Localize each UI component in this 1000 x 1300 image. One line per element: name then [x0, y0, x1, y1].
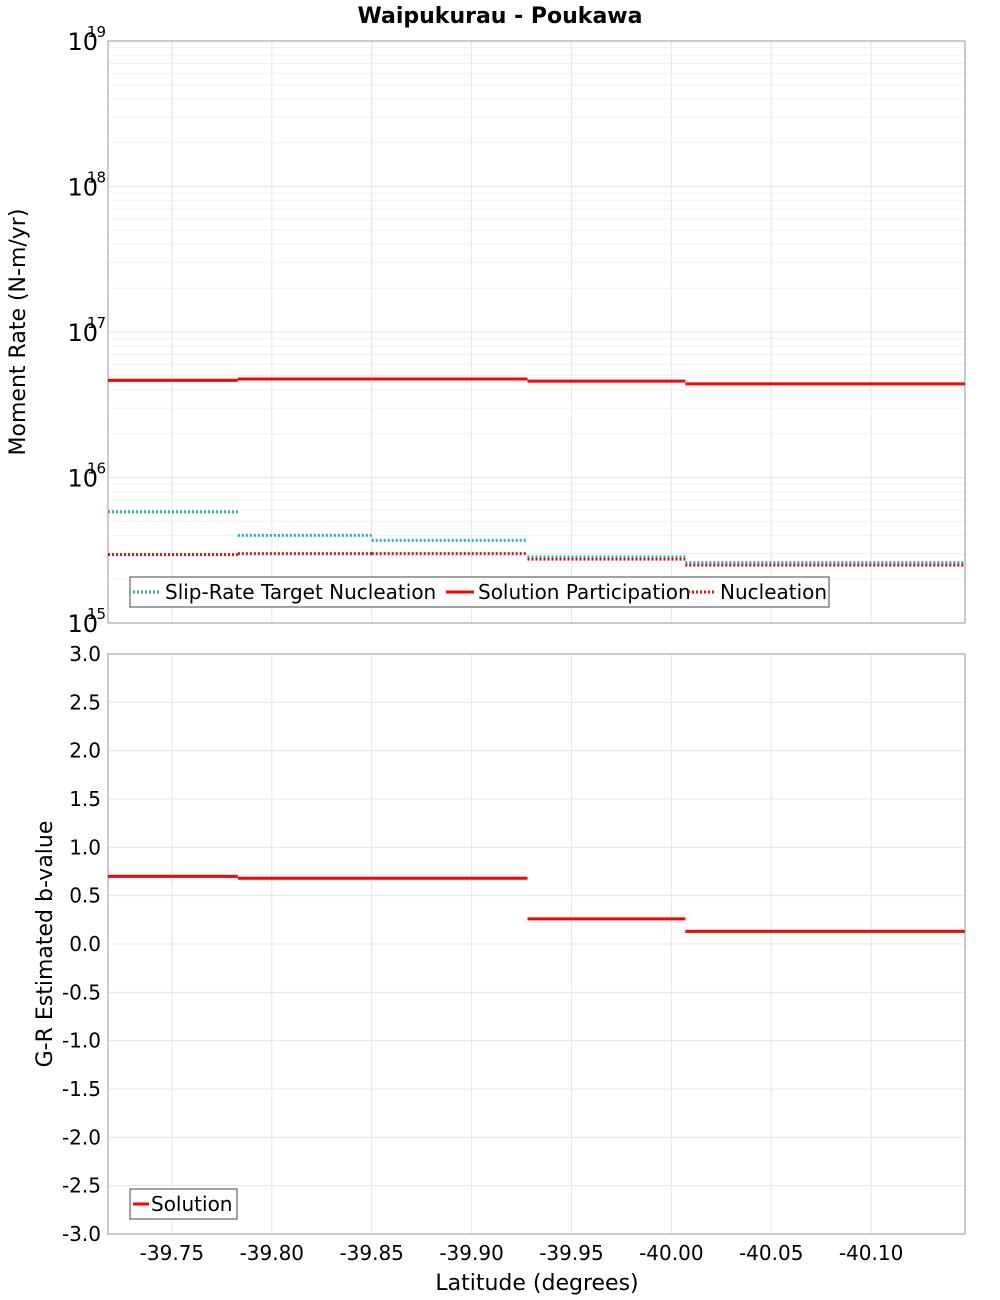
legend-label: Slip-Rate Target Nucleation — [165, 580, 436, 604]
y-tick-label: 3.0 — [69, 642, 101, 666]
y-tick-exponent: 18 — [87, 169, 106, 187]
y-tick-label: 10 — [67, 174, 98, 202]
plot-frame — [107, 40, 966, 624]
y-tick-exponent: 16 — [87, 460, 106, 478]
legend-label: Solution — [151, 1192, 232, 1216]
y-tick-label: -1.0 — [62, 1029, 101, 1053]
y-axis-label: Moment Rate (N-m/yr) — [6, 209, 31, 456]
y-tick-exponent: 15 — [87, 605, 106, 623]
x-tick-label: -39.80 — [240, 1241, 304, 1265]
y-tick-label: -0.5 — [62, 980, 101, 1004]
y-tick-label: 10 — [67, 319, 98, 347]
y-axis-label: G-R Estimated b-value — [33, 821, 58, 1068]
legend: Solution — [129, 1188, 238, 1220]
y-tick-label: 2.5 — [69, 690, 101, 714]
y-tick-label: 1.0 — [69, 835, 101, 859]
x-tick-label: -39.85 — [339, 1241, 403, 1265]
y-tick-exponent: 19 — [87, 23, 106, 41]
y-tick-label: -1.5 — [62, 1077, 101, 1101]
chart-title: Waipukurau - Poukawa — [358, 4, 643, 29]
series-slip-rate-target-nucleation — [108, 510, 965, 565]
x-tick-label: -40.00 — [639, 1241, 703, 1265]
y-tick-label: -2.0 — [62, 1125, 101, 1149]
x-tick-label: -39.95 — [539, 1241, 603, 1265]
legend-label: Solution Participation — [478, 580, 691, 604]
y-tick-label: -3.0 — [62, 1222, 101, 1246]
y-tick-label: 1.5 — [69, 787, 101, 811]
series-solution-participation — [108, 377, 965, 386]
series-solution — [108, 874, 965, 933]
x-tick-label: -40.05 — [739, 1241, 803, 1265]
y-tick-label: 0.0 — [69, 932, 101, 956]
y-tick-label: 10 — [67, 465, 98, 493]
plot-frame — [107, 653, 966, 1235]
y-tick-label: -2.5 — [62, 1174, 101, 1198]
y-tick-label: 10 — [67, 28, 98, 56]
x-tick-label: -40.10 — [839, 1241, 903, 1265]
x-tick-label: -39.75 — [140, 1241, 204, 1265]
legend: Slip-Rate Target Nucleation Solution Part… — [129, 576, 830, 608]
y-tick-label: 10 — [67, 610, 98, 638]
b-value-plot: 3.0 2.5 2.0 1.5 1.0 0.5 0.0 -0.5 -1.0 -1.5 -2.0 -2.… — [33, 642, 966, 1265]
x-tick-label: -39.90 — [439, 1241, 503, 1265]
y-tick-exponent: 17 — [87, 314, 106, 332]
y-tick-label: 2.0 — [69, 739, 101, 763]
legend-label: Nucleation — [720, 580, 827, 604]
series-nucleation — [108, 552, 965, 567]
x-axis-label: Latitude (degrees) — [435, 1271, 638, 1296]
y-tick-label: 0.5 — [69, 884, 101, 908]
